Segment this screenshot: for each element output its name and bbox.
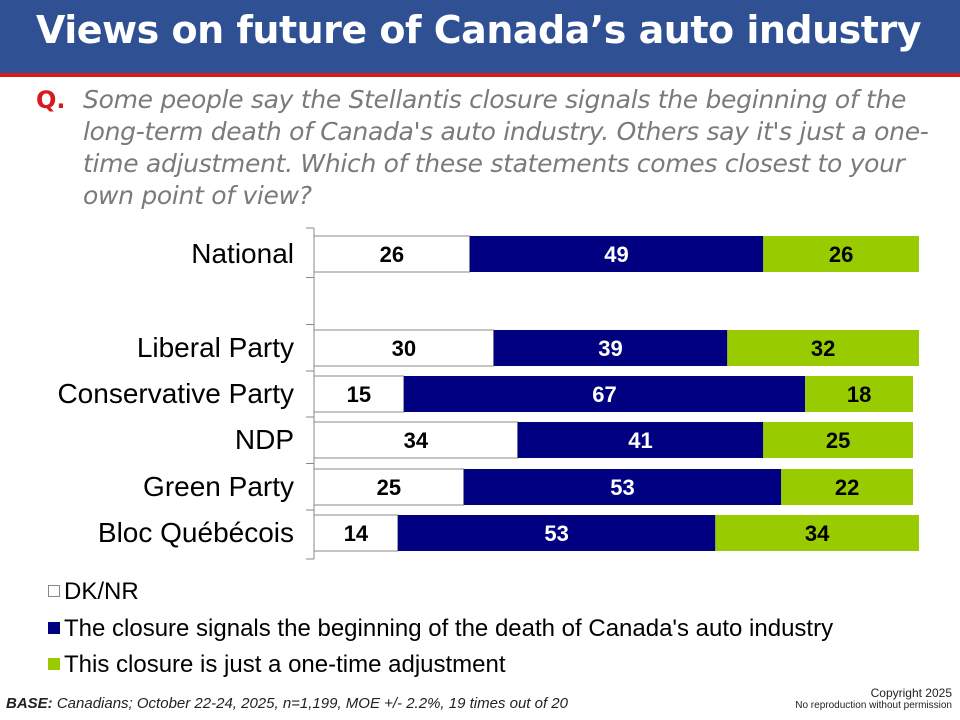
base-text: Canadians; October 22-24, 2025, n=1,199,… <box>52 695 568 712</box>
data-label: 22 <box>835 475 859 500</box>
base-note: BASE: Canadians; October 22-24, 2025, n=… <box>6 695 568 712</box>
bar-segment <box>397 515 716 551</box>
slide-title: Views on future of Canada’s auto industr… <box>36 8 921 52</box>
bar-segment <box>715 515 919 551</box>
data-label: 18 <box>847 382 871 407</box>
data-label: 30 <box>392 336 416 361</box>
bar-segment <box>313 235 471 273</box>
bar-segment <box>781 469 913 505</box>
title-banner: Views on future of Canada’s auto industr… <box>0 0 960 73</box>
base-label: BASE: <box>6 695 53 712</box>
data-label: 25 <box>377 475 401 500</box>
category-label: Conservative Party <box>57 378 294 409</box>
bar-segment <box>469 236 764 272</box>
data-label: 39 <box>598 336 622 361</box>
data-label: 49 <box>604 242 628 267</box>
bar-segment <box>763 422 913 458</box>
legend-label: DK/NR <box>64 578 139 605</box>
legend-label: This closure is just a one-time adjustme… <box>64 651 506 678</box>
data-label: 67 <box>592 382 616 407</box>
no-reproduction-text: No reproduction without permission <box>795 700 952 711</box>
bar-segment <box>763 236 919 272</box>
question-marker: Q. <box>36 86 66 114</box>
data-label: 34 <box>805 521 830 546</box>
legend-item: DK/NR <box>48 578 139 606</box>
bar-segment <box>493 330 728 366</box>
category-label: NDP <box>234 424 294 455</box>
data-label: 26 <box>829 242 853 267</box>
legend-item: The closure signals the beginning of the… <box>48 615 833 643</box>
legend-label: The closure signals the beginning of the… <box>64 615 834 642</box>
data-label: 34 <box>404 428 429 453</box>
data-label: 26 <box>380 242 404 267</box>
bar-segment <box>517 422 764 458</box>
data-label: 15 <box>347 382 371 407</box>
data-label: 14 <box>344 521 369 546</box>
data-label: 53 <box>610 475 634 500</box>
legend-swatch <box>48 585 60 597</box>
data-label: 53 <box>544 521 568 546</box>
data-label: 41 <box>628 428 652 453</box>
copyright-note: Copyright 2025 No reproduction without p… <box>795 686 952 711</box>
legend-swatch <box>48 622 60 634</box>
category-label: National <box>191 238 294 269</box>
bar-segment <box>313 329 495 367</box>
bar-segment <box>313 514 399 552</box>
bar-segment <box>313 468 465 506</box>
bar-segment <box>403 376 806 412</box>
category-label: Bloc Québécois <box>97 517 294 548</box>
bar-segment <box>805 376 913 412</box>
question-text: Some people say the Stellantis closure s… <box>83 85 929 210</box>
legend-swatch <box>48 658 60 670</box>
data-label: 25 <box>826 428 850 453</box>
legend-item: This closure is just a one-time adjustme… <box>48 651 506 679</box>
bar-segment <box>727 330 919 366</box>
data-label: 32 <box>811 336 835 361</box>
category-label: Liberal Party <box>136 332 294 363</box>
category-label: Green Party <box>143 471 294 502</box>
copyright-text: Copyright 2025 <box>870 686 952 700</box>
bar-segment <box>463 469 782 505</box>
title-divider <box>0 73 960 77</box>
